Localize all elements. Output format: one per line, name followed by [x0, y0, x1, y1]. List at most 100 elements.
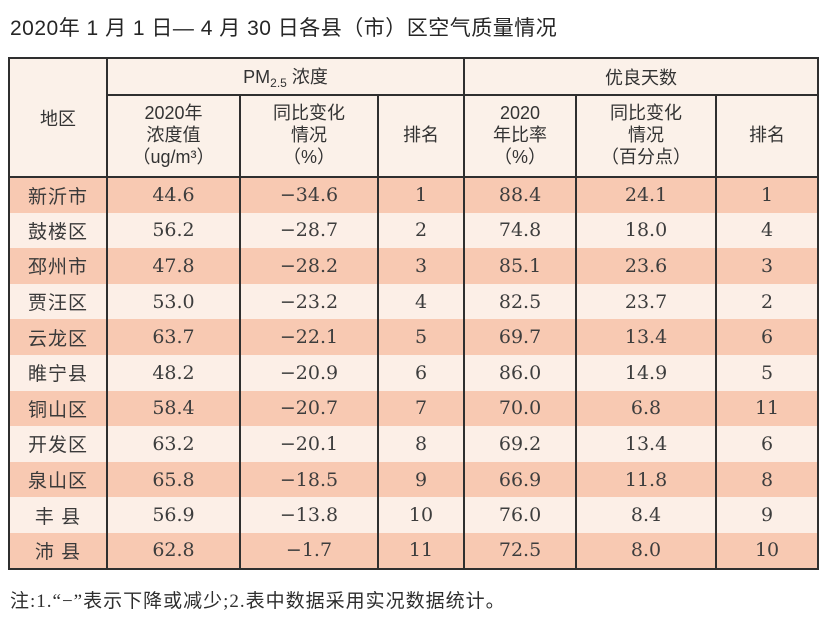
gd-ratio-cell: 69.7 [463, 319, 578, 355]
pm-change-cell: −28.2 [239, 248, 379, 284]
gd-ratio-cell: 70.0 [463, 390, 578, 427]
gd-change-cell: 8.0 [575, 532, 718, 569]
table-body: 新沂市 44.6 −34.6 1 88.4 24.1 1 鼓楼区 56.2 −2… [8, 177, 820, 569]
gd-rank-cell: 11 [715, 390, 820, 427]
region-cell: 沛 县 [8, 532, 108, 569]
pm-value-cell: 56.9 [106, 497, 241, 533]
pm-value-cell: 65.8 [106, 461, 241, 498]
pm-rank-cell: 6 [376, 354, 466, 391]
gd-ratio-cell: 86.0 [463, 354, 578, 391]
pm-rank-cell: 5 [376, 319, 466, 355]
group-header-row: 地区 PM2.5 浓度 优良天数 [8, 57, 820, 178]
region-cell: 新沂市 [8, 177, 108, 213]
region-cell: 泉山区 [8, 461, 108, 498]
gd-ratio-cell: 72.5 [463, 532, 578, 569]
pm-change-cell: −34.6 [239, 177, 379, 213]
air-quality-table: 地区 PM2.5 浓度 优良天数 2020年 浓度值 （ug/m³） 同比变化 … [8, 57, 820, 570]
pm-change-cell: −18.5 [239, 461, 379, 498]
gd-ratio-cell: 76.0 [463, 497, 578, 533]
region-cell: 云龙区 [8, 319, 108, 355]
gd-ratio-cell: 85.1 [463, 248, 578, 284]
pm-value-cell: 56.2 [106, 212, 241, 249]
pm-rank-cell: 1 [376, 177, 466, 213]
region-cell: 贾汪区 [8, 283, 108, 320]
table-row: 开发区 63.2 −20.1 8 69.2 13.4 6 [8, 426, 820, 462]
col-header-pm-change: 同比变化 情况 （%） [239, 94, 379, 178]
pm-value-cell: 53.0 [106, 283, 241, 320]
pm-value-cell: 63.7 [106, 319, 241, 355]
gd-change-cell: 24.1 [575, 177, 718, 213]
footnote: 注:1.“−”表示下降或减少;2.表中数据采用实况数据统计。 [10, 590, 506, 612]
gd-change-cell: 11.8 [575, 461, 718, 498]
table-row: 邳州市 47.8 −28.2 3 85.1 23.6 3 [8, 248, 820, 284]
pm-change-cell: −1.7 [239, 532, 379, 569]
gd-rank-cell: 5 [715, 354, 820, 391]
region-cell: 邳州市 [8, 248, 108, 284]
region-cell: 丰 县 [8, 497, 108, 533]
table-row: 贾汪区 53.0 −23.2 4 82.5 23.7 2 [8, 283, 820, 320]
gd-ratio-cell: 74.8 [463, 212, 578, 249]
pm-value-cell: 48.2 [106, 354, 241, 391]
gd-change-cell: 6.8 [575, 390, 718, 427]
table-row: 铜山区 58.4 −20.7 7 70.0 6.8 11 [8, 390, 820, 427]
pm-value-cell: 47.8 [106, 248, 241, 284]
region-cell: 开发区 [8, 426, 108, 462]
table-row: 云龙区 63.7 −22.1 5 69.7 13.4 6 [8, 319, 820, 355]
gd-change-cell: 23.7 [575, 283, 718, 320]
gd-change-cell: 18.0 [575, 212, 718, 249]
pm-value-cell: 62.8 [106, 532, 241, 569]
gd-rank-cell: 1 [715, 177, 820, 213]
pm25-label-suffix: 浓度 [286, 67, 328, 87]
table-row: 丰 县 56.9 −13.8 10 76.0 8.4 9 [8, 497, 820, 533]
pm-value-cell: 63.2 [106, 426, 241, 462]
gd-rank-cell: 6 [715, 319, 820, 355]
pm-change-cell: −22.1 [239, 319, 379, 355]
pm-change-cell: −20.1 [239, 426, 379, 462]
pm-change-cell: −13.8 [239, 497, 379, 533]
gd-change-cell: 14.9 [575, 354, 718, 391]
col-header-gd-rank: 排名 [715, 94, 820, 178]
pm-change-cell: −20.9 [239, 354, 379, 391]
col-header-pm-value: 2020年 浓度值 （ug/m³） [106, 94, 241, 178]
group-header-pm25: PM2.5 浓度 [105, 57, 466, 96]
sub-header-row: 2020年 浓度值 （ug/m³） 同比变化 情况 （%） 排名 2020 年比… [9, 94, 820, 178]
gd-ratio-cell: 66.9 [463, 461, 578, 498]
page-title: 2020年 1 月 1 日— 4 月 30 日各县（市）区空气质量情况 [10, 17, 558, 40]
col-header-gd-ratio: 2020 年比率 （%） [463, 94, 578, 178]
pm25-subscript: 2.5 [270, 76, 287, 90]
pm-change-cell: −28.7 [239, 212, 379, 249]
table-row: 沛 县 62.8 −1.7 11 72.5 8.0 10 [8, 532, 820, 569]
col-header-pm-rank: 排名 [376, 94, 466, 178]
pm-rank-cell: 2 [376, 212, 466, 249]
region-cell: 鼓楼区 [8, 212, 108, 249]
col-header-region: 地区 [8, 57, 108, 178]
pm-rank-cell: 3 [376, 248, 466, 284]
region-cell: 睢宁县 [8, 354, 108, 391]
pm-value-cell: 44.6 [106, 177, 241, 213]
gd-rank-cell: 9 [715, 497, 820, 533]
pm-rank-cell: 7 [376, 390, 466, 427]
pm-rank-cell: 10 [376, 497, 466, 533]
table-row: 鼓楼区 56.2 −28.7 2 74.8 18.0 4 [8, 212, 820, 249]
gd-change-cell: 8.4 [575, 497, 718, 533]
pm-rank-cell: 4 [376, 283, 466, 320]
region-cell: 铜山区 [8, 390, 108, 427]
pm-change-cell: −23.2 [239, 283, 379, 320]
pm-rank-cell: 8 [376, 426, 466, 462]
pm-change-cell: −20.7 [239, 390, 379, 427]
table-row: 新沂市 44.6 −34.6 1 88.4 24.1 1 [8, 177, 820, 213]
gd-rank-cell: 10 [715, 532, 820, 569]
gd-ratio-cell: 88.4 [463, 177, 578, 213]
pm25-label-prefix: PM [243, 67, 271, 87]
pm-value-cell: 58.4 [106, 390, 241, 427]
gd-ratio-cell: 82.5 [463, 283, 578, 320]
pm-rank-cell: 9 [376, 461, 466, 498]
gd-rank-cell: 6 [715, 426, 820, 462]
gd-rank-cell: 8 [715, 461, 820, 498]
gd-rank-cell: 3 [715, 248, 820, 284]
group-header-good-days: 优良天数 [463, 57, 820, 96]
col-header-gd-change: 同比变化 情况 （百分点） [575, 94, 718, 178]
table-header: 地区 PM2.5 浓度 优良天数 2020年 浓度值 （ug/m³） 同比变化 … [8, 57, 820, 178]
pm-rank-cell: 11 [376, 532, 466, 569]
